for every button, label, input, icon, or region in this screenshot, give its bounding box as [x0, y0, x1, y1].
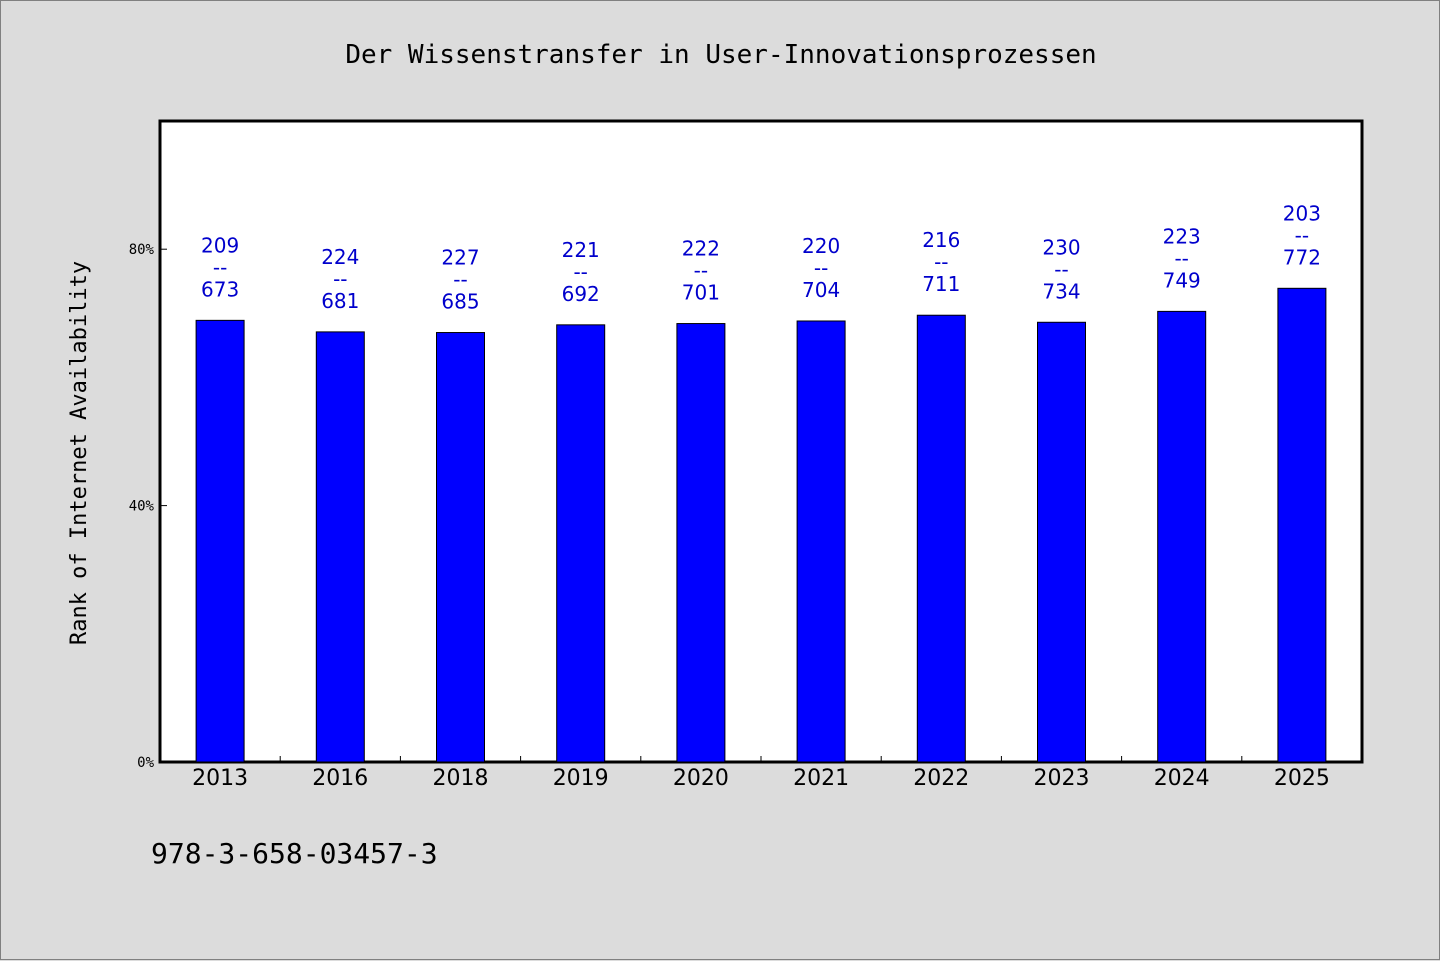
data-label-sep-2023: -- — [1054, 257, 1068, 281]
x-axis: 2013 2016 2018 2019 2020 2021 2022 2023 2024 2025 — [192, 756, 1330, 791]
data-label-top-2023: 230 — [1042, 235, 1080, 259]
data-label-bottom-2019: 692 — [562, 282, 600, 306]
data-label-group: 209--673224--681227--685221--692222--701… — [201, 201, 1321, 313]
data-label-sep-2024: -- — [1174, 246, 1188, 270]
data-label-sep-2020: -- — [694, 259, 708, 283]
data-label-top-2025: 203 — [1283, 201, 1321, 225]
y-axis-label: Rank of Internet Availability — [67, 261, 92, 645]
x-tick-label-2023: 2023 — [1034, 766, 1090, 791]
bar-2024 — [1157, 310, 1207, 763]
data-label-top-2018: 227 — [441, 246, 479, 270]
x-tick-label-2019: 2019 — [553, 766, 609, 791]
data-label-bottom-2023: 734 — [1042, 279, 1080, 303]
bar-2019 — [556, 324, 606, 763]
bar-2018 — [436, 332, 485, 763]
data-label-top-2013: 209 — [201, 233, 239, 257]
y-tick-label: 40% — [129, 499, 155, 515]
y-tick-label: 0% — [137, 755, 154, 771]
data-label-sep-2013: -- — [213, 255, 227, 279]
data-label-bottom-2024: 749 — [1163, 268, 1201, 292]
data-label-sep-2021: -- — [814, 256, 828, 280]
data-label-sep-2025: -- — [1295, 223, 1309, 247]
data-label-bottom-2016: 681 — [321, 289, 359, 313]
bar-2016 — [315, 331, 365, 763]
x-tick-label-2021: 2021 — [793, 766, 849, 791]
data-label-top-2016: 224 — [321, 245, 359, 269]
bar-2022 — [916, 314, 966, 763]
x-tick-label-2020: 2020 — [673, 766, 729, 791]
isbn-footer: 978-3-658-03457-3 — [151, 837, 438, 870]
data-label-top-2024: 223 — [1163, 224, 1201, 248]
x-tick-label-2016: 2016 — [312, 766, 368, 791]
x-tick-label-2013: 2013 — [192, 766, 248, 791]
data-label-bottom-2022: 711 — [922, 272, 960, 296]
bar-2023 — [1037, 321, 1086, 763]
x-tick-label-2025: 2025 — [1274, 766, 1330, 791]
data-label-top-2021: 220 — [802, 234, 840, 258]
data-label-sep-2022: -- — [934, 250, 948, 274]
chart-title: Der Wissenstransfer in User-Innovationsp… — [345, 40, 1096, 70]
bar-2020 — [676, 323, 726, 763]
data-label-sep-2018: -- — [453, 268, 467, 292]
data-label-top-2020: 222 — [682, 237, 720, 261]
bar-2021 — [796, 320, 846, 763]
x-tick-label-2018: 2018 — [433, 766, 489, 791]
data-label-bottom-2018: 685 — [441, 290, 479, 314]
data-label-top-2022: 216 — [922, 228, 960, 252]
y-tick-label: 80% — [129, 242, 155, 258]
data-label-bottom-2020: 701 — [682, 281, 720, 305]
y-axis: 0% 40% 80% — [129, 242, 167, 771]
bar-group — [195, 287, 1327, 763]
data-label-bottom-2013: 673 — [201, 277, 239, 301]
bar-2013 — [195, 319, 245, 763]
data-label-sep-2019: -- — [573, 260, 587, 284]
data-label-sep-2016: -- — [333, 267, 347, 291]
data-label-bottom-2025: 772 — [1283, 245, 1321, 269]
x-tick-label-2024: 2024 — [1154, 766, 1210, 791]
data-label-bottom-2021: 704 — [802, 278, 840, 302]
bar-2025 — [1277, 287, 1327, 763]
data-label-top-2019: 221 — [562, 238, 600, 262]
x-tick-label-2022: 2022 — [913, 766, 969, 791]
